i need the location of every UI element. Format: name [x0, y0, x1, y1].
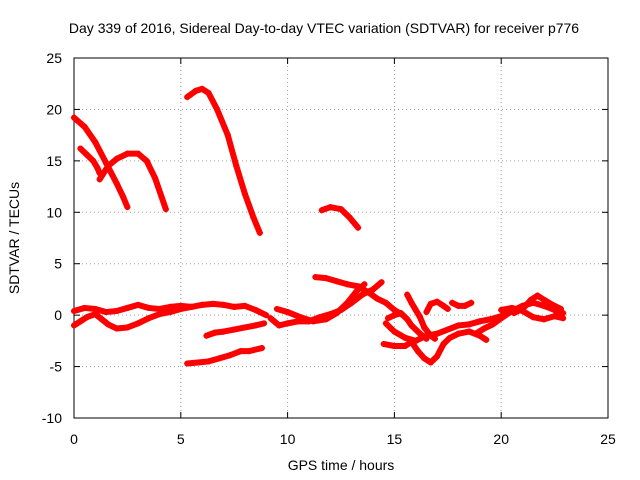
data-point [258, 345, 265, 352]
y-tick-label: 15 [46, 153, 62, 169]
series-arc-18 [449, 299, 475, 309]
data-point [560, 315, 567, 322]
series-segment [233, 163, 248, 197]
series-segment [250, 214, 263, 236]
series-arc-7 [71, 303, 195, 332]
y-tick-label: -10 [42, 410, 62, 426]
x-tick-label: 10 [280, 431, 296, 447]
y-tick-label: -5 [50, 359, 63, 375]
y-tick-labels: -10 -5 0 5 10 15 20 25 [42, 50, 62, 426]
series-segment [355, 281, 368, 293]
chart-title: Day 339 of 2016, Sidereal Day-to-day VTE… [69, 20, 579, 36]
series-arc-6 [71, 300, 270, 319]
series-arc-8 [203, 320, 268, 339]
series-arc-9 [184, 345, 265, 367]
series-arc-12 [273, 281, 368, 325]
data-point [162, 206, 169, 213]
series-arc-2 [77, 145, 103, 177]
series-arc-13 [380, 328, 490, 366]
y-tick-label: 25 [46, 50, 62, 66]
series-arc-17 [423, 298, 451, 316]
series-segment [370, 279, 385, 293]
series-arc-1 [71, 114, 131, 211]
y-axis-label: SDTVAR / TECUs [6, 182, 22, 294]
y-tick-label: 0 [54, 307, 62, 323]
series-segment [417, 330, 430, 342]
data-point [483, 336, 490, 343]
axis-ticks [73, 57, 609, 419]
series-segment [152, 175, 165, 200]
series-arc-21 [498, 304, 567, 323]
series-segment [81, 123, 99, 146]
data-point [423, 335, 430, 342]
x-axis-label: GPS time / hours [288, 457, 395, 473]
series-segment [205, 89, 221, 113]
series-segment [224, 132, 240, 169]
x-tick-label: 0 [70, 431, 78, 447]
data-point [124, 204, 131, 211]
y-tick-label: 10 [46, 204, 62, 220]
x-tick-label: 25 [600, 431, 616, 447]
y-tick-label: 5 [54, 256, 62, 272]
series-segment [346, 214, 362, 231]
series-arc-4 [184, 85, 263, 236]
series-arc-11 [312, 274, 406, 319]
series-arc-16 [404, 291, 438, 342]
data-point [355, 224, 362, 231]
y-tick-label: 20 [46, 101, 62, 117]
plot-frame [73, 57, 609, 419]
data-point [444, 305, 451, 312]
x-tick-label: 20 [493, 431, 509, 447]
series-segment [92, 139, 110, 166]
x-tick-label: 5 [177, 431, 185, 447]
data-point [361, 281, 368, 288]
data-point [468, 299, 475, 306]
x-tick-label: 15 [387, 431, 403, 447]
data-point [256, 229, 263, 236]
series-arc-3 [96, 150, 169, 213]
data-point [560, 310, 567, 317]
series-arc-15 [384, 310, 430, 342]
series-segment [214, 106, 231, 139]
data-point [263, 312, 270, 319]
data-point [261, 320, 268, 327]
series-arc-5 [318, 204, 362, 231]
data-point [431, 335, 438, 342]
data-point [558, 305, 565, 312]
data-point [188, 303, 195, 310]
grid [74, 58, 608, 418]
x-tick-labels: 0 5 10 15 20 25 [70, 431, 616, 447]
series-segment [252, 307, 270, 319]
data-marks [71, 85, 567, 367]
data-point [378, 279, 385, 286]
series-segment [241, 190, 257, 221]
series-segment [143, 157, 159, 182]
